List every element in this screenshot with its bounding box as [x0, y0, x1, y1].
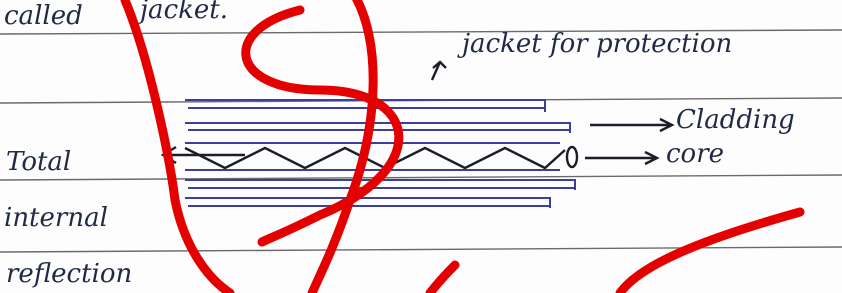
- left-label: reflection: [6, 259, 132, 289]
- note-text: called: [4, 1, 83, 31]
- left-label: internal: [4, 203, 108, 233]
- core-label: core: [666, 139, 724, 169]
- jacket-label: jacket for protection: [457, 29, 732, 59]
- note-text: jacket.: [135, 0, 228, 25]
- left-label: Total: [6, 147, 71, 177]
- cladding-label: Cladding: [676, 105, 795, 135]
- notes-page: called jacket. jacket for protection Cla…: [0, 0, 842, 293]
